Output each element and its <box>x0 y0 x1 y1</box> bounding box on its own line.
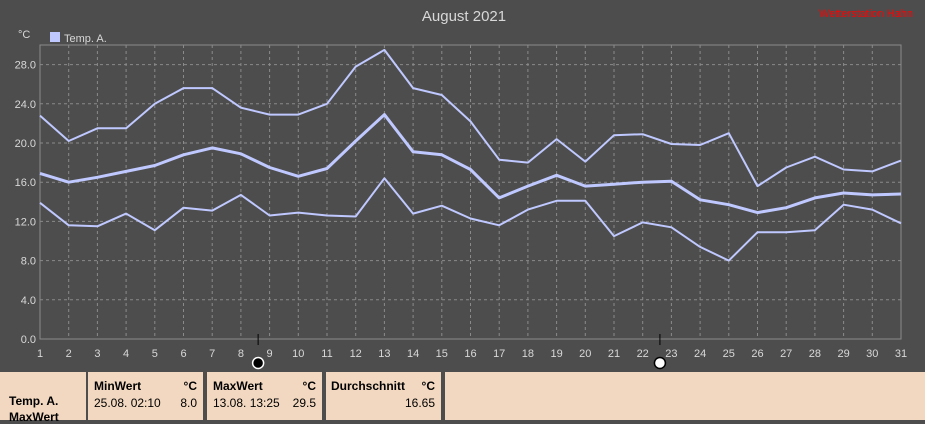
stats-series-cell: Temp. A. MaxWert <box>0 372 86 424</box>
x-tick-label: 27 <box>780 348 792 360</box>
stats-empty-area <box>445 372 925 420</box>
min-unit: °C <box>183 379 197 393</box>
legend-label: Temp. A. <box>64 33 107 45</box>
min-time: 25.08. 02:10 <box>94 396 161 410</box>
max-unit: °C <box>302 379 316 393</box>
x-tick-label: 22 <box>637 348 649 360</box>
max-value: 29.5 <box>292 396 316 410</box>
stats-series-name-2: MaxWert <box>9 410 59 424</box>
y-tick-label: 0.0 <box>21 334 36 346</box>
avg-value: 16.65 <box>404 396 435 410</box>
stats-max-cell: MaxWert °C 13.08. 13:25 29.5 <box>207 372 322 420</box>
x-tick-label: 31 <box>895 348 907 360</box>
x-tick-label: 12 <box>350 348 362 360</box>
series-line-max <box>39 48 902 188</box>
x-tick-label: 28 <box>809 348 821 360</box>
x-tick-label: 16 <box>464 348 476 360</box>
x-tick-label: 25 <box>723 348 735 360</box>
y-tick-label: 24.0 <box>15 99 36 111</box>
y-axis-unit: °C <box>18 29 30 41</box>
y-tick-label: 28.0 <box>15 60 36 72</box>
x-tick-label: 5 <box>152 348 158 360</box>
y-tick-label: 8.0 <box>21 256 36 268</box>
y-tick-label: 20.0 <box>15 138 36 150</box>
watermark-label: Wetterstation Hahn <box>819 8 913 20</box>
grid-lines <box>40 45 901 339</box>
min-value: 8.0 <box>180 396 197 410</box>
x-tick-label: 3 <box>94 348 100 360</box>
x-tick-label: 23 <box>665 348 677 360</box>
x-tick-label: 18 <box>522 348 534 360</box>
max-label: MaxWert <box>213 379 263 393</box>
x-tick-label: 29 <box>837 348 849 360</box>
series-line-avg <box>39 113 902 215</box>
x-tick-label: 26 <box>751 348 763 360</box>
x-tick-label: 11 <box>321 348 332 360</box>
x-tick-label: 21 <box>608 348 620 360</box>
x-tick-label: 8 <box>238 348 244 360</box>
min-label: MinWert <box>94 379 142 393</box>
y-tick-label: 4.0 <box>21 295 36 307</box>
max-time: 13.08. 13:25 <box>213 396 280 410</box>
x-tick-label: 13 <box>378 348 390 360</box>
x-tick-label: 30 <box>866 348 878 360</box>
y-tick-label: 12.0 <box>15 216 36 228</box>
avg-label: Durchschnitt <box>331 379 406 393</box>
series-line-min <box>39 177 902 262</box>
avg-unit: °C <box>421 379 435 393</box>
x-tick-label: 9 <box>267 348 273 360</box>
stats-min-cell: MinWert °C 25.08. 02:10 8.0 <box>88 372 203 420</box>
stats-series-name: Temp. A. <box>9 394 59 408</box>
moon-markers <box>251 334 667 370</box>
series-lines <box>39 48 902 262</box>
temperature-chart: August 2021 Wetterstation Hahn °C Temp. … <box>15 8 913 370</box>
full-moon-icon <box>653 356 667 370</box>
x-tick-label: 17 <box>493 348 505 360</box>
x-tick-label: 24 <box>694 348 706 360</box>
x-tick-label: 7 <box>209 348 215 360</box>
x-tick-label: 10 <box>292 348 304 360</box>
y-tick-label: 16.0 <box>15 177 36 189</box>
x-tick-label: 14 <box>407 348 419 360</box>
legend-swatch <box>50 32 60 42</box>
x-tick-labels: 1 2 3 4 5 6 7 8 9 10 11 12 13 14 15 16 17 18 19 20 21 22 23 24 2… <box>37 348 907 360</box>
x-tick-label: 1 <box>37 348 43 360</box>
x-tick-label: 2 <box>66 348 72 360</box>
new-moon-icon <box>251 356 265 370</box>
statistics-panel: Temp. A. MaxWert MinWert °C 25.08. 02:10… <box>0 370 925 424</box>
x-tick-label: 15 <box>436 348 448 360</box>
stats-avg-cell: Durchschnitt °C 16.65 <box>326 372 441 420</box>
x-tick-label: 4 <box>123 348 129 360</box>
y-tick-labels: 0.0 4.0 8.0 12.0 16.0 20.0 24.0 28.0 <box>15 60 36 346</box>
x-tick-label: 20 <box>579 348 591 360</box>
x-tick-label: 6 <box>180 348 186 360</box>
x-tick-label: 19 <box>550 348 562 360</box>
chart-title: August 2021 <box>422 8 506 25</box>
